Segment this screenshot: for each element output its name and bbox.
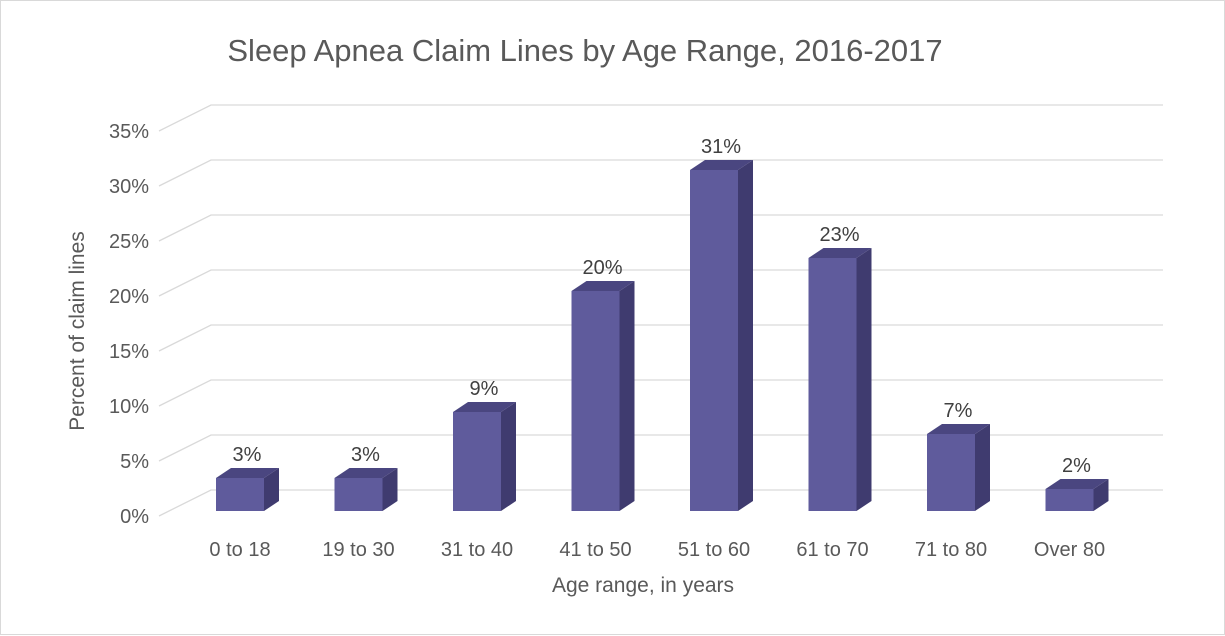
x-tick-label: Over 80 [1034,539,1105,561]
bar-front [808,258,857,511]
y-tick-label: 25% [109,231,149,253]
bar-front [334,478,383,511]
bar-side [856,248,872,511]
bar [690,160,753,511]
bar-side [975,424,990,511]
data-label: 23% [819,224,859,246]
bar-front [1045,489,1094,511]
gridline [158,434,1163,462]
bar [334,468,398,511]
bar-top [216,468,279,478]
x-tick-label: 31 to 40 [441,539,513,561]
x-tick-label: 51 to 60 [678,539,750,561]
y-tick-label: 0% [120,506,149,528]
y-tick-label: 10% [109,396,149,418]
gridline [158,324,1163,352]
y-tick-label: 15% [109,341,149,363]
bar-top [453,402,516,412]
y-tick-label: 30% [109,176,149,198]
data-label: 31% [701,136,741,158]
gridlines [158,104,1163,517]
bars [216,160,1109,511]
bar [216,468,279,511]
bar-top [927,424,990,434]
gridline [158,214,1163,242]
x-axis-title: Age range, in years [552,574,734,597]
data-label: 20% [582,257,622,279]
bar-side [619,281,635,511]
y-tick-label: 20% [109,286,149,308]
bar-side [264,468,279,511]
gridline [158,489,1163,517]
data-label: 2% [1062,455,1091,477]
y-tick-label: 5% [120,451,149,473]
bar-front [927,434,975,511]
bar [571,281,635,511]
bar-side [382,468,398,511]
gridline [158,104,1163,132]
bar-top [334,468,398,478]
data-label: 7% [944,400,973,422]
x-axis-ticks: 0 to 18 19 to 30 31 to 40 41 to 50 51 to 60 6… [209,539,1105,561]
bar-front [453,412,501,511]
bar-front [216,478,264,511]
gridline [158,159,1163,187]
data-label: 3% [351,444,380,466]
bar [1045,479,1109,511]
x-tick-label: 0 to 18 [209,539,270,561]
bar [808,248,872,511]
bar-top [571,281,635,291]
bar-top [1045,479,1109,489]
bar [453,402,516,511]
bar-side [1093,479,1109,511]
x-tick-label: 41 to 50 [559,539,631,561]
gridline [158,379,1163,407]
chart-title: Sleep Apnea Claim Lines by Age Range, 20… [227,33,942,68]
y-axis-title: Percent of claim lines [66,231,89,431]
bar-side [738,160,753,511]
gridline [158,269,1163,297]
x-tick-label: 19 to 30 [322,539,394,561]
bar-front [571,291,620,511]
bar-top [808,248,872,258]
y-axis-ticks: 0% 5% 10% 15% 20% 25% 30% 35% [109,121,149,528]
bar-front [690,170,738,511]
data-label: 3% [233,444,262,466]
y-tick-label: 35% [109,121,149,143]
data-label: 9% [470,378,499,400]
data-labels: 3% 3% 9% 20% 31% 23% 7% 2% [233,136,1092,477]
x-tick-label: 61 to 70 [796,539,868,561]
bar [927,424,990,511]
bar-top [690,160,753,170]
bar-side [501,402,516,511]
x-tick-label: 71 to 80 [915,539,987,561]
